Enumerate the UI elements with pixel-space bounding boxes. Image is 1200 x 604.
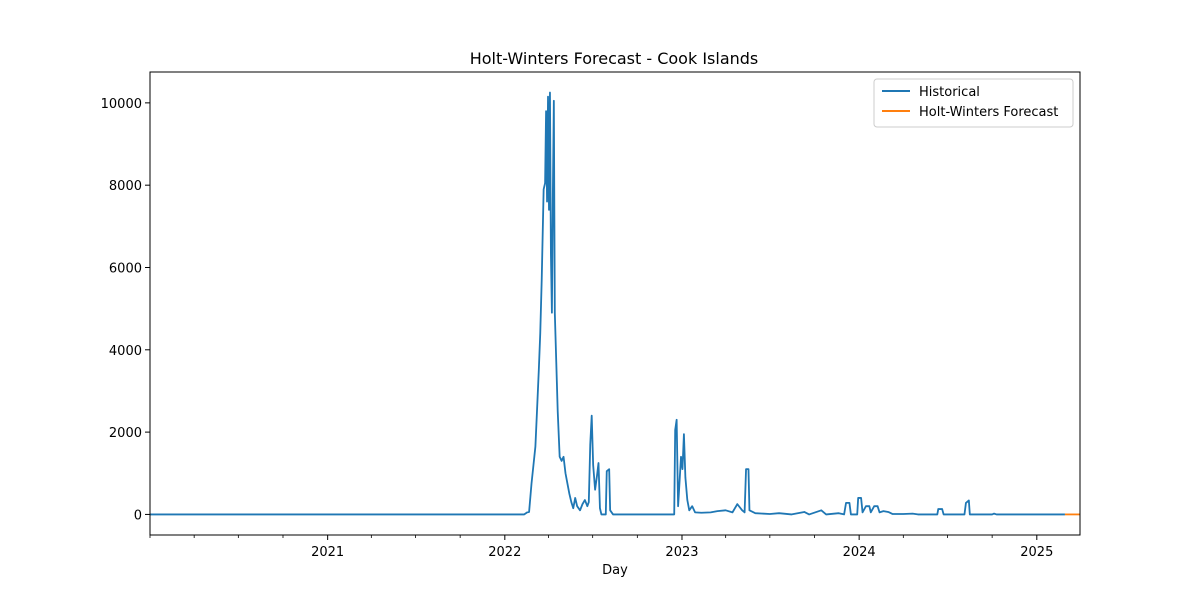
chart-title: Holt-Winters Forecast - Cook Islands (470, 49, 759, 68)
series-layer (150, 91, 1080, 516)
plot-frame (149, 71, 1081, 536)
y-tick-label: 10000 (101, 97, 142, 112)
x-axis: 2021 2022 2023 2024 2025 (149, 535, 1053, 560)
x-tick-label: 2024 (843, 545, 876, 560)
x-tick-label: 2025 (1020, 545, 1053, 560)
y-axis: 0 2000 4000 6000 8000 10000 (101, 97, 150, 523)
y-tick-label: 4000 (109, 344, 142, 359)
x-tick-label: 2021 (311, 545, 344, 560)
x-tick-label: 2022 (488, 545, 521, 560)
x-tick-label: 2023 (665, 545, 698, 560)
legend-historical-label: Historical (919, 85, 980, 100)
y-tick-label: 2000 (109, 426, 142, 441)
legend: Historical Holt-Winters Forecast (873, 78, 1074, 128)
y-tick-label: 0 (134, 508, 142, 523)
y-tick-label: 8000 (109, 179, 142, 194)
y-tick-label: 6000 (109, 261, 142, 276)
legend-frame (873, 78, 1074, 128)
x-axis-label: Day (602, 563, 628, 578)
series-line-historical (150, 91, 1065, 516)
legend-forecast-label: Holt-Winters Forecast (919, 105, 1058, 120)
